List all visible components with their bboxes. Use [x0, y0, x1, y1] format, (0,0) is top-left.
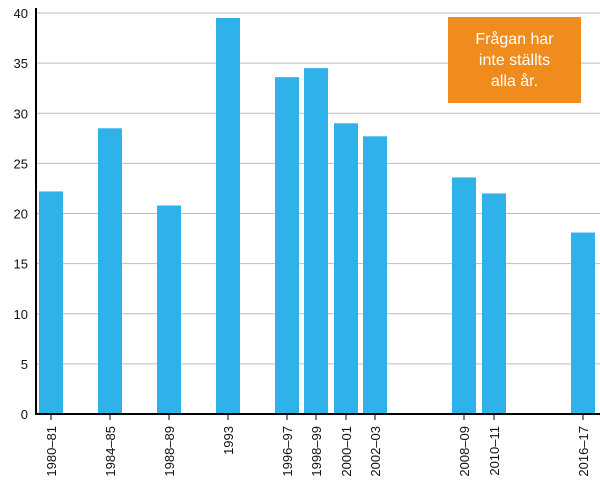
y-tick-label: 15 — [14, 257, 28, 272]
x-tick-label: 1988–89 — [162, 426, 177, 477]
x-tick-label: 1984–85 — [103, 426, 118, 477]
y-tick-label: 30 — [14, 106, 28, 121]
y-tick-label: 0 — [21, 407, 28, 422]
bar — [157, 205, 181, 414]
x-tick-label: 1993 — [221, 426, 236, 455]
y-tick-label: 5 — [21, 357, 28, 372]
bars — [39, 18, 595, 415]
y-tick-label: 40 — [14, 6, 28, 21]
bar — [275, 77, 299, 414]
x-tick-labels: 1980–81 1984–85 1988–89 1993 1996–97 1998–99 2… — [44, 426, 591, 477]
x-tick-label: 2016–17 — [576, 426, 591, 477]
bar — [216, 18, 240, 414]
bar — [98, 128, 122, 414]
x-tick-label: 1998–99 — [309, 426, 324, 477]
x-tick-label: 2002–03 — [368, 426, 383, 477]
y-tick-label: 20 — [14, 207, 28, 222]
bar — [363, 136, 387, 414]
annotation-box: Frågan har inte ställts alla år. — [448, 17, 581, 103]
x-tick-label: 1996–97 — [280, 426, 295, 477]
bar — [304, 68, 328, 414]
bar — [482, 193, 506, 414]
x-tick-label: 2000–01 — [339, 426, 354, 477]
bar — [452, 177, 476, 414]
bar — [571, 232, 595, 414]
axes — [35, 8, 600, 420]
y-tick-label: 35 — [14, 56, 28, 71]
x-tick-label: 1980–81 — [44, 426, 59, 477]
x-tick-label: 2008–09 — [457, 426, 472, 477]
bar — [334, 123, 358, 415]
y-tick-labels: 0 5 10 15 20 25 30 35 40 — [14, 6, 28, 422]
y-tick-label: 25 — [14, 156, 28, 171]
y-tick-label: 10 — [14, 307, 28, 322]
bar — [39, 191, 63, 414]
x-tick-label: 2010–11 — [487, 426, 502, 476]
